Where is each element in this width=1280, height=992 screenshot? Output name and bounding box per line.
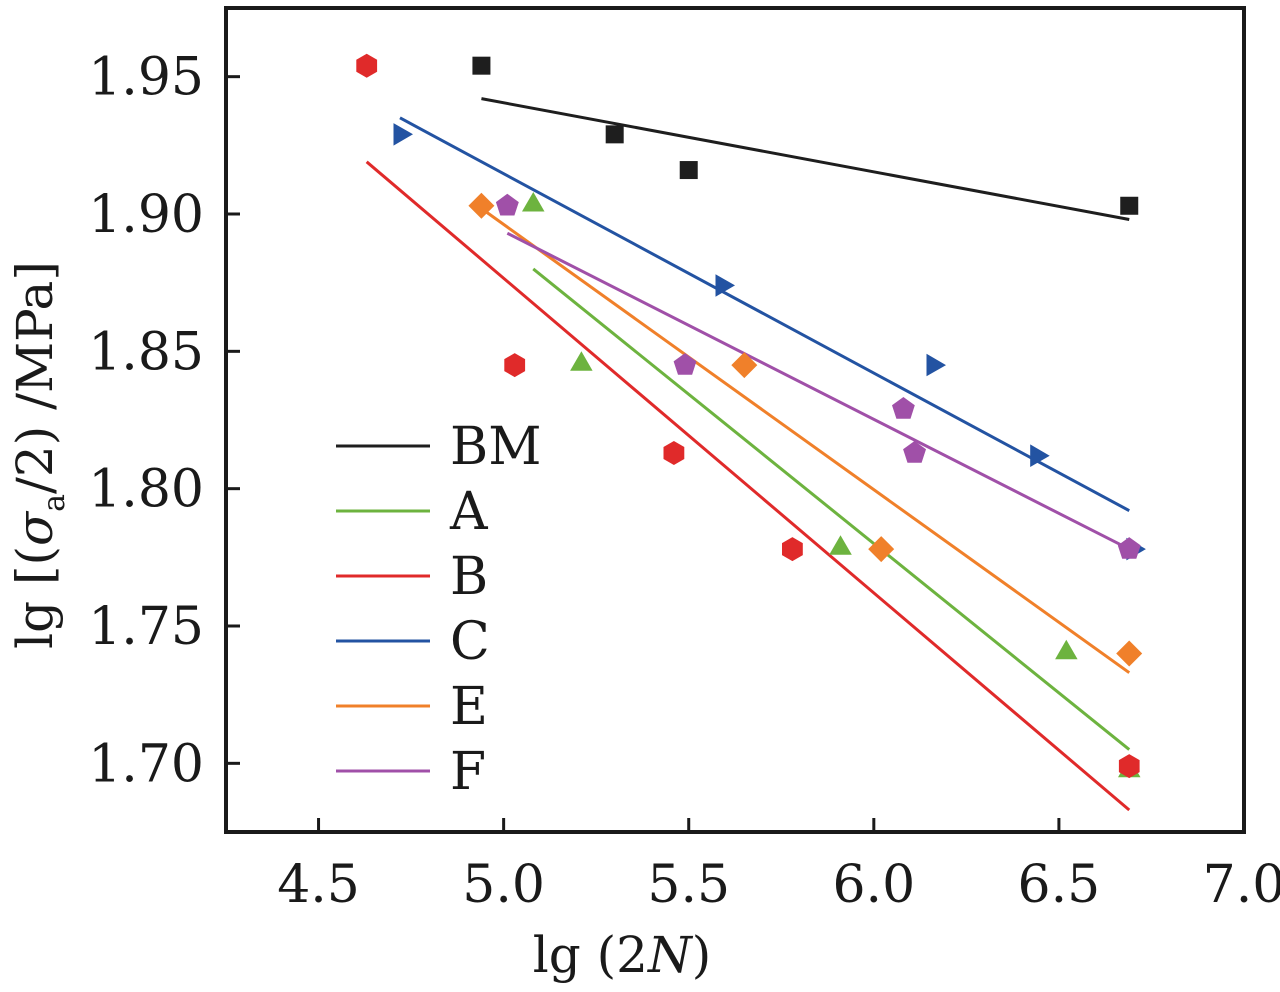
y-tick-label: 1.95 xyxy=(88,48,204,108)
data-point-b xyxy=(356,53,378,78)
data-point-e xyxy=(1116,640,1143,667)
y-axis: 1.70 1.75 1.80 1.85 1.90 1.95 xyxy=(88,48,240,794)
data-point-f xyxy=(495,193,519,216)
data-point-b xyxy=(782,537,803,562)
data-point-a xyxy=(570,351,593,371)
data-point-b xyxy=(1118,754,1140,779)
fit-line-a xyxy=(532,267,1131,751)
legend-label-a: A xyxy=(449,482,489,542)
legend-label-bm: BM xyxy=(450,417,541,477)
data-point-bm xyxy=(605,125,624,144)
data-point-b xyxy=(663,441,685,465)
data-point-bm xyxy=(1120,196,1139,215)
data-point-f xyxy=(903,441,926,463)
legend-label-c: C xyxy=(450,612,490,672)
y-tick-label: 1.70 xyxy=(88,734,204,794)
data-point-e xyxy=(468,192,495,219)
plot-frame xyxy=(224,6,1246,834)
legend-label-f: F xyxy=(450,742,486,802)
data-point-f xyxy=(892,397,915,419)
data-point-bm xyxy=(472,56,491,75)
x-tick-label: 7.0 xyxy=(1203,855,1280,915)
data-point-a xyxy=(522,192,545,212)
y-tick-label: 1.90 xyxy=(88,185,204,245)
x-tick-label: 6.0 xyxy=(832,855,915,915)
data-point-e xyxy=(731,352,758,379)
x-tick-label: 5.5 xyxy=(647,855,730,915)
fit-line-b xyxy=(365,160,1131,812)
legend-label-b: B xyxy=(450,547,488,607)
data-point-c xyxy=(715,274,735,297)
y-tick-label: 1.80 xyxy=(88,460,204,520)
fit-lines xyxy=(365,97,1131,812)
y-axis-title: lg [(σa/2) /MPa] xyxy=(6,261,72,649)
legend-label-e: E xyxy=(450,677,488,737)
data-point-a xyxy=(829,535,852,555)
data-point-f xyxy=(673,353,697,375)
data-point-bm xyxy=(679,161,698,180)
fit-line-c xyxy=(399,116,1130,512)
x-tick-label: 4.5 xyxy=(277,855,360,915)
data-point-b xyxy=(504,353,526,378)
data-point-c xyxy=(393,123,413,146)
fit-line-f xyxy=(506,231,1130,551)
data-point-a xyxy=(1055,639,1078,660)
data-markers xyxy=(356,53,1146,779)
y-tick-label: 1.85 xyxy=(88,322,204,382)
data-point-f xyxy=(1117,537,1141,559)
x-axis: 4.5 5.0 5.5 6.0 6.5 7.0 xyxy=(277,818,1280,915)
data-point-c xyxy=(926,353,946,377)
data-point-e xyxy=(868,536,895,563)
x-tick-label: 5.0 xyxy=(462,855,545,915)
data-point-c xyxy=(1030,444,1050,467)
fit-line-e xyxy=(480,207,1131,674)
fit-line-bm xyxy=(481,97,1130,221)
x-axis-title: lg (2N) xyxy=(533,926,711,984)
y-tick-label: 1.75 xyxy=(88,597,204,657)
x-tick-label: 6.5 xyxy=(1018,855,1101,915)
